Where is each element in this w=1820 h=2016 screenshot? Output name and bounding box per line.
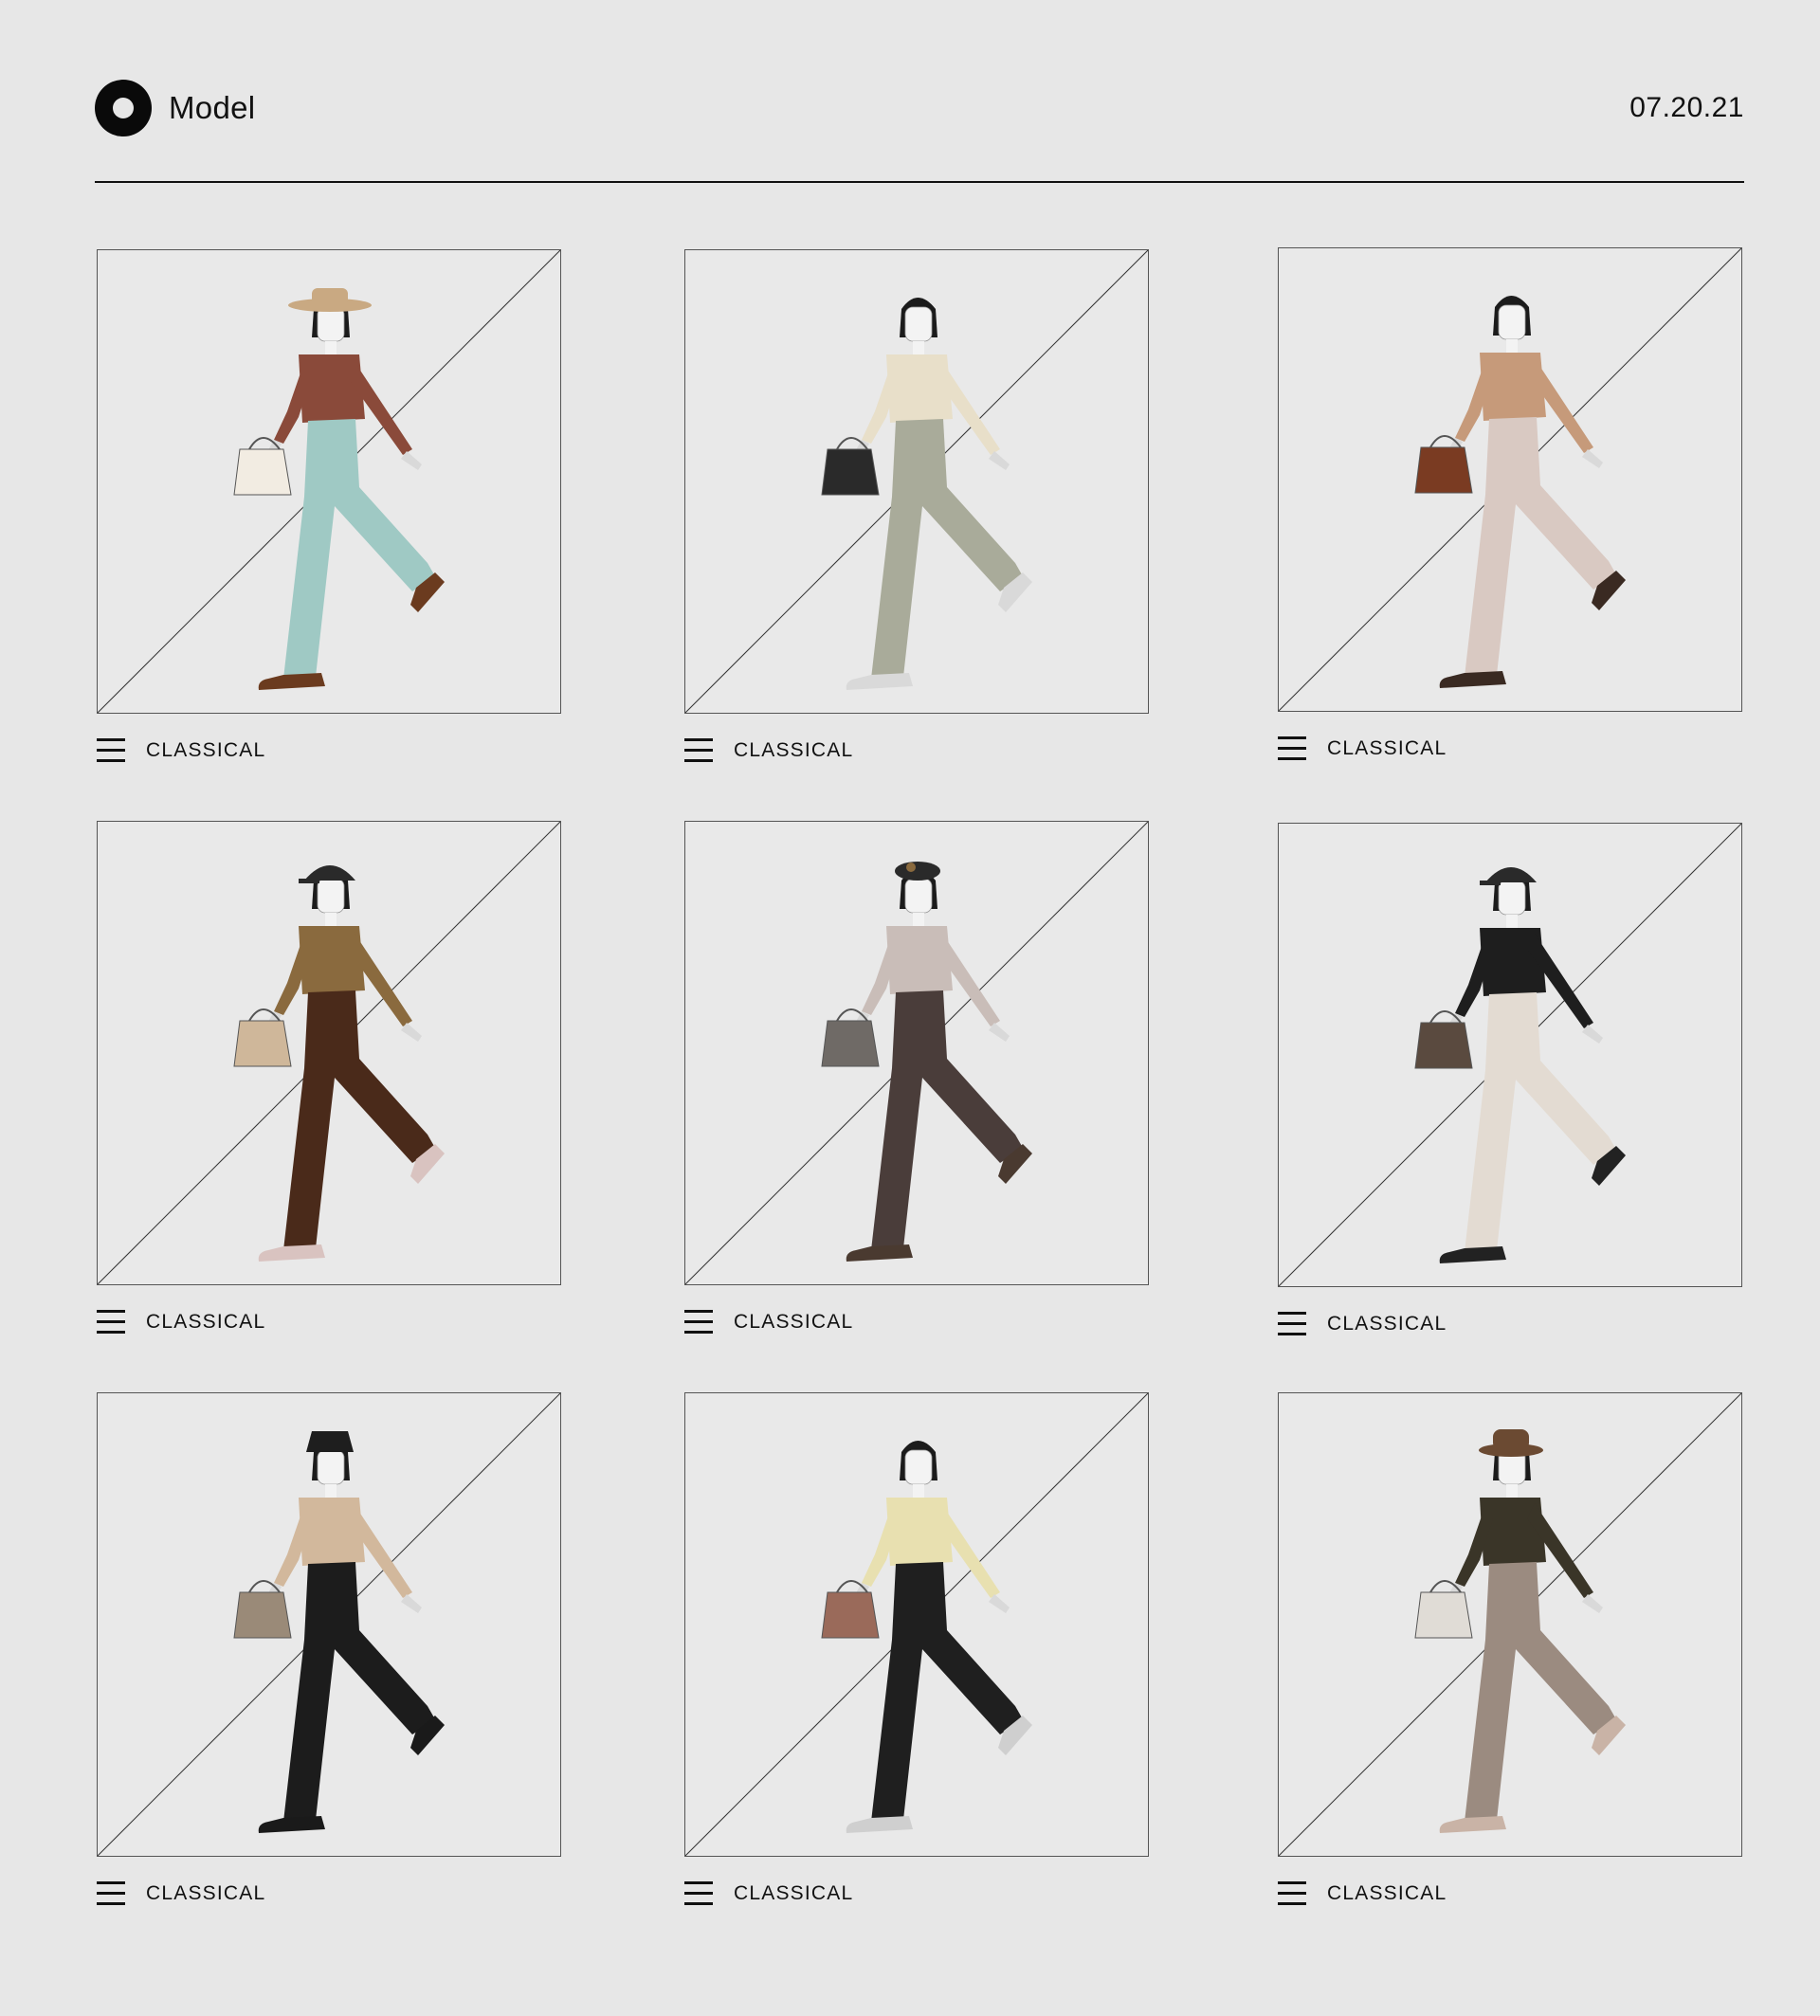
look-card[interactable]: CLASSICAL [97, 1392, 561, 1914]
look-image[interactable] [97, 1392, 561, 1857]
look-image[interactable] [1278, 1392, 1742, 1857]
look-image[interactable] [1278, 247, 1742, 712]
model-illustration [1414, 1429, 1626, 1833]
menu-icon[interactable] [684, 738, 713, 763]
card-footer: CLASSICAL [684, 733, 1149, 771]
header-divider [95, 181, 1744, 183]
card-label: CLASSICAL [146, 1882, 266, 1904]
card-footer: CLASSICAL [684, 1876, 1149, 1914]
model-figure [1414, 867, 1626, 1263]
menu-icon[interactable] [1278, 1312, 1306, 1336]
card-label: CLASSICAL [734, 1311, 854, 1333]
card-label: CLASSICAL [146, 739, 266, 761]
card-label: CLASSICAL [1327, 1882, 1447, 1904]
menu-icon[interactable] [1278, 736, 1306, 761]
card-footer: CLASSICAL [1278, 1306, 1742, 1344]
model-illustration [233, 1431, 445, 1833]
model-figure [821, 298, 1032, 690]
model-illustration [821, 298, 1032, 690]
look-card[interactable]: CLASSICAL [97, 249, 561, 771]
menu-icon[interactable] [97, 1881, 125, 1906]
model-illustration [1414, 867, 1626, 1263]
menu-icon[interactable] [684, 1881, 713, 1906]
model-illustration [1414, 296, 1626, 688]
model-figure [821, 1441, 1032, 1833]
brand-title: Model [169, 90, 256, 125]
card-label: CLASSICAL [1327, 737, 1447, 759]
card-label: CLASSICAL [146, 1311, 266, 1333]
model-illustration [233, 288, 445, 690]
look-card[interactable]: CLASSICAL [684, 821, 1149, 1342]
card-footer: CLASSICAL [1278, 731, 1742, 769]
card-footer: CLASSICAL [97, 733, 561, 771]
menu-icon[interactable] [97, 1310, 125, 1335]
look-card[interactable]: CLASSICAL [684, 249, 1149, 771]
card-label: CLASSICAL [734, 739, 854, 761]
model-figure [233, 865, 445, 1262]
look-image[interactable] [97, 249, 561, 714]
look-image[interactable] [1278, 823, 1742, 1287]
menu-icon[interactable] [684, 1310, 713, 1335]
card-footer: CLASSICAL [97, 1876, 561, 1914]
menu-icon[interactable] [97, 738, 125, 763]
look-card[interactable]: CLASSICAL [1278, 823, 1742, 1344]
menu-icon[interactable] [1278, 1881, 1306, 1906]
model-illustration [233, 865, 445, 1262]
model-figure [1414, 296, 1626, 688]
card-footer: CLASSICAL [684, 1304, 1149, 1342]
date-label: 07.20.21 [1629, 92, 1744, 123]
look-image[interactable] [684, 1392, 1149, 1857]
card-footer: CLASSICAL [1278, 1876, 1742, 1914]
look-card[interactable]: CLASSICAL [97, 821, 561, 1342]
look-card[interactable]: CLASSICAL [1278, 1392, 1742, 1914]
header: Model 07.20.21 [95, 80, 1744, 140]
model-figure [821, 862, 1032, 1262]
model-illustration [821, 1441, 1032, 1833]
logo-icon[interactable] [95, 80, 152, 136]
card-label: CLASSICAL [1327, 1313, 1447, 1335]
look-image[interactable] [684, 821, 1149, 1285]
card-footer: CLASSICAL [97, 1304, 561, 1342]
model-figure [233, 288, 445, 690]
look-image[interactable] [97, 821, 561, 1285]
look-card[interactable]: CLASSICAL [684, 1392, 1149, 1914]
model-figure [1414, 1429, 1626, 1833]
look-card[interactable]: CLASSICAL [1278, 247, 1742, 769]
model-figure [233, 1431, 445, 1833]
card-label: CLASSICAL [734, 1882, 854, 1904]
model-illustration [821, 862, 1032, 1262]
look-image[interactable] [684, 249, 1149, 714]
